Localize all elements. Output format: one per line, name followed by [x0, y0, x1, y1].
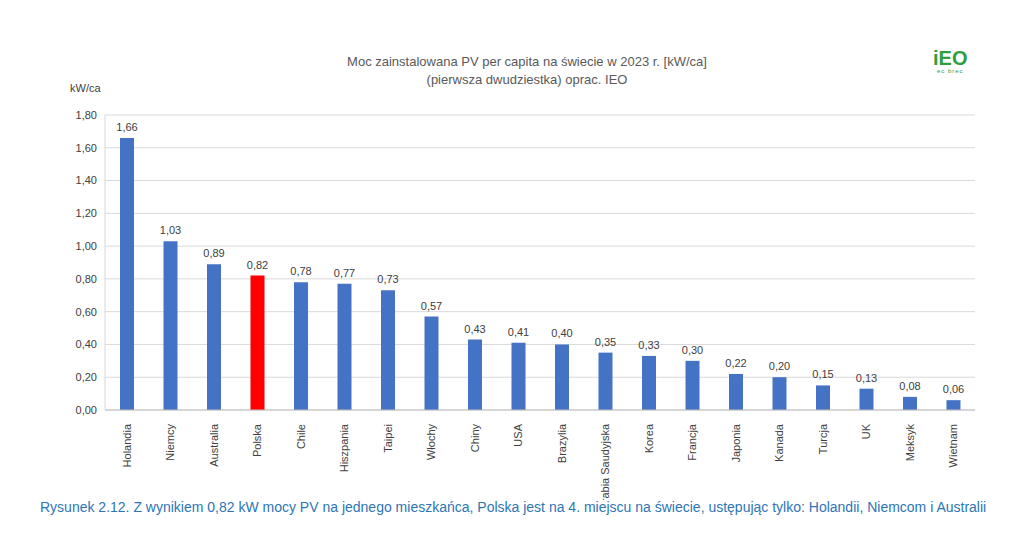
svg-text:0,78: 0,78 [290, 265, 311, 277]
svg-text:Chile: Chile [295, 424, 307, 449]
svg-text:0,40: 0,40 [76, 338, 97, 350]
html-text:Moc zainstalowana PV per capit: Moc zainstalowana PV per capita na świec… [347, 54, 707, 69]
svg-text:1,80: 1,80 [76, 109, 97, 121]
svg-text:0,30: 0,30 [682, 344, 703, 356]
svg-text:Hiszpania: Hiszpania [338, 423, 350, 472]
svg-text:0,08: 0,08 [899, 380, 920, 392]
svg-text:0,20: 0,20 [769, 360, 790, 372]
svg-text:0,57: 0,57 [421, 300, 442, 312]
svg-text:0,73: 0,73 [377, 273, 398, 285]
svg-text:0,22: 0,22 [725, 357, 746, 369]
svg-text:0,43: 0,43 [464, 323, 485, 335]
svg-text:1,66: 1,66 [116, 121, 137, 133]
svg-text:Chiny: Chiny [469, 424, 481, 453]
svg-text:Korea: Korea [643, 423, 655, 453]
svg-text:0,33: 0,33 [638, 339, 659, 351]
svg-text:Holandia: Holandia [121, 423, 133, 467]
svg-text:0,77: 0,77 [334, 267, 355, 279]
svg-text:Niemcy: Niemcy [164, 424, 176, 461]
html-text:ec brec: ec brec [936, 68, 964, 74]
svg-text:0,40: 0,40 [551, 327, 572, 339]
html-text:(pierwsza dwudziestka) oprac.: (pierwsza dwudziestka) oprac. IEO [426, 72, 628, 87]
svg-text:Taipei: Taipei [382, 424, 394, 453]
svg-text:0,60: 0,60 [76, 306, 97, 318]
svg-text:0,20: 0,20 [76, 371, 97, 383]
html-text:iEO: iEO [933, 47, 968, 69]
svg-text:UK: UK [860, 423, 872, 439]
svg-text:0,35: 0,35 [595, 336, 616, 348]
svg-text:Australia: Australia [208, 423, 220, 467]
svg-text:1,60: 1,60 [76, 142, 97, 154]
svg-text:Japonia: Japonia [730, 423, 742, 462]
svg-text:0,89: 0,89 [203, 247, 224, 259]
svg-text:Polska: Polska [251, 423, 263, 457]
svg-text:0,82: 0,82 [247, 259, 268, 271]
html-text:Rysunek 2.12. Z wynikiem 0,82: Rysunek 2.12. Z wynikiem 0,82 kW mocy PV… [40, 499, 987, 515]
svg-text:1,00: 1,00 [76, 240, 97, 252]
svg-text:Turcja: Turcja [817, 423, 829, 454]
svg-text:Kanada: Kanada [773, 423, 785, 462]
svg-text:0,13: 0,13 [856, 372, 877, 384]
svg-text:0,41: 0,41 [508, 326, 529, 338]
svg-text:0,15: 0,15 [812, 368, 833, 380]
svg-text:Włochy: Włochy [425, 424, 437, 461]
svg-text:Francja: Francja [686, 423, 698, 461]
svg-text:0,00: 0,00 [76, 404, 97, 416]
html-text:kW/ca: kW/ca [70, 82, 101, 94]
svg-text:USA: USA [512, 423, 524, 446]
svg-text:Brazylia: Brazylia [556, 423, 568, 463]
svg-text:Wietnam: Wietnam [947, 424, 959, 467]
svg-text:1,20: 1,20 [76, 207, 97, 219]
svg-text:Meksyk: Meksyk [904, 424, 916, 462]
svg-text:Arabia Saudyjska: Arabia Saudyjska [599, 423, 611, 500]
svg-text:0,06: 0,06 [943, 383, 964, 395]
svg-text:1,03: 1,03 [160, 224, 181, 236]
svg-text:0,80: 0,80 [76, 273, 97, 285]
svg-text:1,40: 1,40 [76, 174, 97, 186]
